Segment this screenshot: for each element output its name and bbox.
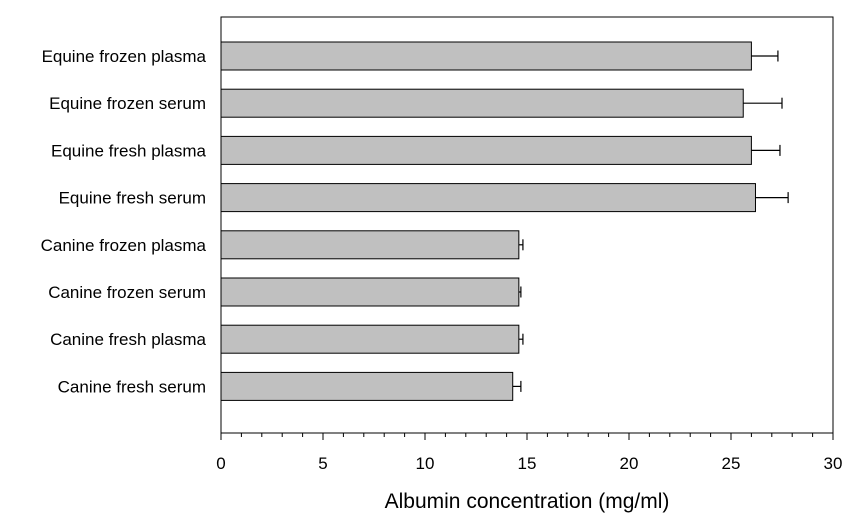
category-label: Canine fresh plasma bbox=[50, 330, 206, 349]
error-bars-group bbox=[512, 50, 789, 392]
bar bbox=[220, 41, 752, 71]
bar bbox=[220, 277, 520, 307]
x-tick-label: 30 bbox=[824, 454, 843, 473]
category-label: Equine frozen serum bbox=[49, 94, 206, 113]
x-tick-labels-group: 0 5 10 15 20 25 30 bbox=[216, 454, 842, 473]
x-tick-label: 15 bbox=[518, 454, 537, 473]
x-tick-label: 25 bbox=[722, 454, 741, 473]
x-tick-label: 0 bbox=[216, 454, 225, 473]
x-tick-label: 10 bbox=[416, 454, 435, 473]
bar bbox=[220, 371, 514, 401]
bar bbox=[220, 135, 752, 165]
plot-frame bbox=[220, 16, 834, 434]
x-ticks-group bbox=[220, 433, 834, 440]
category-label: Equine frozen plasma bbox=[42, 47, 207, 66]
category-label: Canine fresh serum bbox=[58, 377, 206, 396]
bars-group bbox=[220, 41, 756, 401]
x-tick-label: 20 bbox=[620, 454, 639, 473]
x-tick-label: 5 bbox=[318, 454, 327, 473]
category-label: Equine fresh plasma bbox=[51, 141, 207, 160]
bar bbox=[220, 324, 520, 354]
category-label: Canine frozen plasma bbox=[41, 236, 207, 255]
x-axis-title: Albumin concentration (mg/ml) bbox=[385, 490, 670, 513]
bar bbox=[220, 230, 520, 260]
category-label: Equine fresh serum bbox=[59, 189, 206, 208]
bar bbox=[220, 88, 744, 118]
bar bbox=[220, 183, 756, 213]
category-label: Canine frozen serum bbox=[48, 283, 206, 302]
category-labels-group: Equine frozen plasma Equine frozen serum E… bbox=[41, 47, 207, 396]
